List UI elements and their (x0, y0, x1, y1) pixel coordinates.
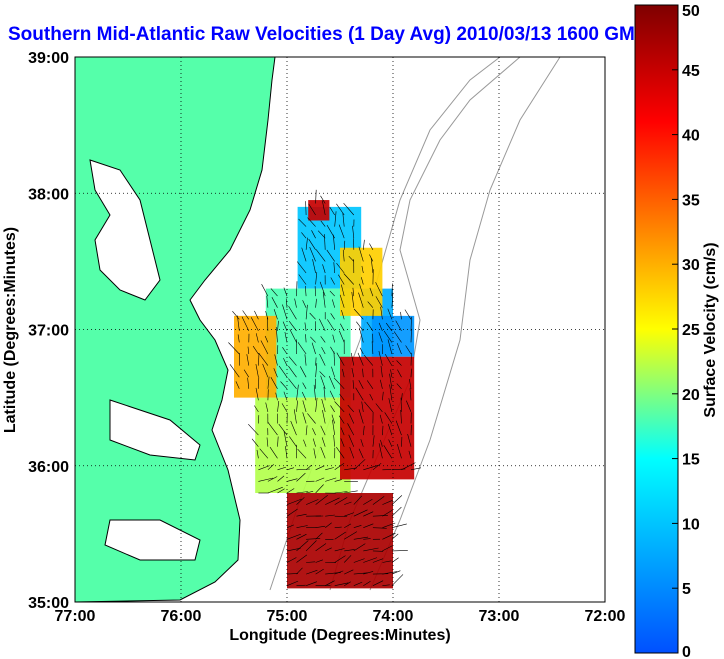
colorbar-tick-label: 15 (682, 452, 700, 469)
y-axis-label: Latitude (Degrees:Minutes) (2, 227, 19, 433)
colorbar (634, 4, 679, 654)
colorbar-tick-label: 50 (682, 3, 700, 20)
x-axis-label: Longitude (Degrees:Minutes) (229, 627, 450, 644)
colorbar-tick-label: 40 (682, 128, 700, 145)
velocity-arrows (228, 189, 422, 586)
x-tick-label: 72:00 (585, 608, 626, 625)
velocity-region-6 (340, 356, 415, 480)
colorbar-tick-label: 0 (682, 644, 691, 659)
y-tick-label: 37:00 (28, 323, 69, 340)
velocity-region-10 (234, 315, 277, 398)
x-tick-label: 75:00 (267, 608, 308, 625)
colorbar-label: Surface Velocity (cm/s) (702, 242, 719, 417)
colorbar-tick-label: 5 (682, 581, 691, 598)
velocity-region-3 (265, 288, 351, 398)
x-tick-label: 77:00 (55, 608, 96, 625)
y-tick-label: 35:00 (28, 595, 69, 612)
colorbar-tick-label: 30 (682, 257, 700, 274)
x-tick-label: 76:00 (161, 608, 202, 625)
colorbar-tick-label: 45 (682, 63, 700, 80)
x-tick-label: 73:00 (479, 608, 520, 625)
grid-lines (75, 57, 605, 602)
y-tick-label: 36:00 (28, 459, 69, 476)
colorbar-tick-label: 25 (682, 322, 700, 339)
x-tick-label: 74:00 (373, 608, 414, 625)
colorbar-tick-label: 10 (682, 516, 700, 533)
colorbar-tick-label: 35 (682, 192, 700, 209)
velocity-region-4 (371, 315, 415, 357)
chart-title: Southern Mid-Atlantic Raw Velocities (1 … (8, 24, 647, 45)
axes-frame (74, 56, 606, 603)
y-tick-label: 39:00 (28, 50, 69, 67)
y-tick-label: 38:00 (28, 186, 69, 203)
colorbar-tick-label: 20 (682, 387, 700, 404)
velocity-region-8 (340, 247, 383, 316)
velocity-region-9 (308, 200, 330, 221)
